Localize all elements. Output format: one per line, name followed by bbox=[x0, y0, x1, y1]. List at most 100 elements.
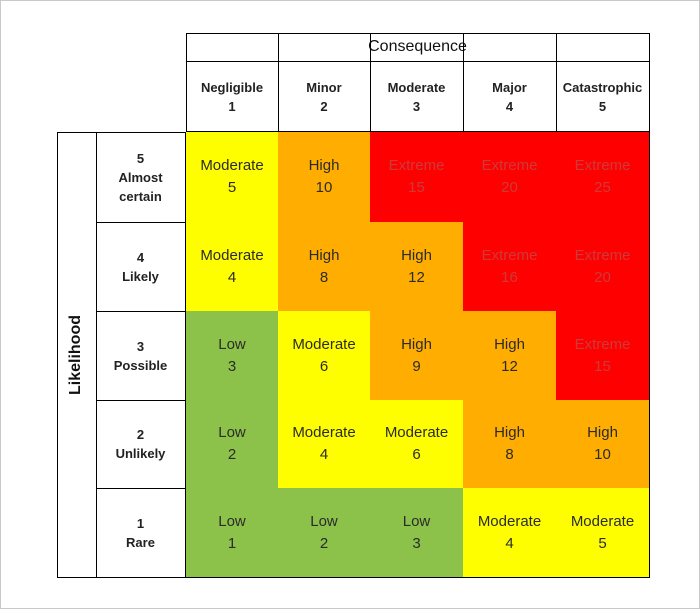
consequence-header-catastrophic: Catastrophic 5 bbox=[556, 62, 649, 131]
risk-rating-label: Moderate bbox=[292, 424, 356, 441]
risk-rating-label: Moderate bbox=[384, 424, 449, 441]
risk-score-label: 2 bbox=[319, 534, 329, 552]
row-header-separator bbox=[96, 488, 186, 489]
risk-rating-label: Moderate bbox=[570, 512, 635, 530]
likelihood-name: Unlikely bbox=[115, 446, 166, 461]
consequence-score: 5 bbox=[598, 98, 607, 114]
risk-score-label: 3 bbox=[227, 357, 237, 375]
risk-rating-label: Extreme bbox=[481, 246, 538, 264]
risk-rating-label: Low bbox=[218, 512, 246, 530]
risk-cell-low: Low 3 bbox=[370, 488, 463, 577]
risk-cell-high: High 12 bbox=[370, 222, 463, 311]
risk-rating-label: High bbox=[494, 424, 525, 441]
likelihood-score: 2 bbox=[136, 427, 145, 442]
consequence-header-negligible: Negligible 1 bbox=[186, 62, 278, 131]
header-vertical-line bbox=[186, 33, 187, 132]
risk-score-label: 5 bbox=[227, 179, 237, 196]
likelihood-left-border bbox=[57, 132, 58, 578]
consequence-score: 2 bbox=[320, 98, 328, 114]
consequence-title-bottom-border bbox=[186, 61, 649, 62]
risk-cell-moderate: Moderate 4 bbox=[278, 400, 370, 488]
risk-cell-low: Low 3 bbox=[186, 311, 278, 400]
risk-score-label: 4 bbox=[505, 534, 514, 552]
likelihood-name: Likely bbox=[122, 268, 159, 284]
header-bottom-border bbox=[186, 131, 649, 132]
table-right-border bbox=[649, 132, 650, 578]
likelihood-score: 1 bbox=[136, 515, 145, 531]
row-header-separator bbox=[96, 311, 186, 312]
risk-rating-label: Low bbox=[310, 512, 338, 530]
risk-score-label: 15 bbox=[408, 179, 425, 196]
consequence-score: 1 bbox=[228, 98, 236, 114]
risk-cell-high: High 8 bbox=[278, 222, 370, 311]
risk-cell-moderate: Moderate 5 bbox=[556, 488, 649, 577]
risk-cell-moderate: Moderate 6 bbox=[278, 311, 370, 400]
risk-rating-label: Moderate bbox=[200, 246, 264, 264]
risk-cell-extreme: Extreme 16 bbox=[463, 222, 556, 311]
likelihood-name: certain bbox=[119, 188, 162, 204]
risk-rating-label: High bbox=[308, 157, 340, 174]
rows-top-border bbox=[57, 132, 186, 133]
consequence-score: 3 bbox=[412, 98, 421, 114]
risk-cell-high: High 9 bbox=[370, 311, 463, 400]
likelihood-title-right-border bbox=[96, 132, 97, 578]
risk-rating-label: Extreme bbox=[388, 157, 445, 174]
risk-score-label: 12 bbox=[501, 357, 518, 375]
risk-cell-moderate: Moderate 5 bbox=[186, 132, 278, 222]
risk-cell-high: High 10 bbox=[278, 132, 370, 222]
risk-score-label: 4 bbox=[319, 446, 329, 463]
likelihood-header-unlikely: 2 Unlikely bbox=[96, 400, 185, 488]
header-vertical-line bbox=[556, 33, 557, 132]
consequence-score: 4 bbox=[505, 98, 514, 114]
risk-rating-label: High bbox=[587, 424, 618, 441]
risk-score-label: 6 bbox=[319, 357, 329, 375]
risk-rating-label: Extreme bbox=[481, 157, 538, 174]
risk-rating-label: Low bbox=[218, 424, 246, 441]
likelihood-header-likely: 4 Likely bbox=[96, 222, 185, 311]
risk-cell-extreme: Extreme 20 bbox=[463, 132, 556, 222]
likelihood-name: Possible bbox=[113, 357, 168, 373]
likelihood-axis-title-box: Likelihood bbox=[57, 132, 95, 577]
risk-score-label: 25 bbox=[594, 179, 611, 196]
risk-score-label: 10 bbox=[315, 179, 333, 196]
likelihood-header-rare: 1 Rare bbox=[96, 488, 185, 577]
risk-score-label: 10 bbox=[594, 446, 611, 463]
risk-cell-high: High 10 bbox=[556, 400, 649, 488]
risk-score-label: 15 bbox=[594, 357, 611, 375]
risk-score-label: 9 bbox=[412, 357, 421, 375]
risk-cell-moderate: Moderate 6 bbox=[370, 400, 463, 488]
risk-cell-low: Low 1 bbox=[186, 488, 278, 577]
risk-rating-label: Extreme bbox=[574, 157, 631, 174]
risk-cell-low: Low 2 bbox=[278, 488, 370, 577]
likelihood-score: 4 bbox=[136, 249, 145, 265]
header-vertical-line bbox=[463, 33, 464, 132]
risk-score-label: 20 bbox=[501, 179, 518, 196]
row-header-separator bbox=[96, 222, 186, 223]
row-header-right-border bbox=[185, 132, 186, 578]
risk-score-label: 16 bbox=[501, 268, 518, 286]
consequence-axis-title: Consequence bbox=[368, 38, 467, 55]
consequence-header-moderate: Moderate 3 bbox=[370, 62, 463, 131]
risk-cell-moderate: Moderate 4 bbox=[186, 222, 278, 311]
likelihood-score: 3 bbox=[136, 338, 145, 354]
risk-cell-extreme: Extreme 15 bbox=[370, 132, 463, 222]
risk-rating-label: High bbox=[494, 335, 525, 353]
risk-score-label: 8 bbox=[319, 268, 329, 286]
consequence-name: Negligible bbox=[200, 79, 264, 95]
header-vertical-line bbox=[370, 33, 371, 132]
consequence-name: Catastrophic bbox=[562, 79, 643, 95]
likelihood-name: Almost bbox=[118, 169, 163, 185]
risk-score-label: 4 bbox=[227, 268, 237, 286]
consequence-name: Minor bbox=[306, 79, 342, 95]
risk-score-label: 8 bbox=[505, 446, 514, 463]
consequence-header-minor: Minor 2 bbox=[278, 62, 370, 131]
risk-cell-extreme: Extreme 20 bbox=[556, 222, 649, 311]
risk-rating-label: High bbox=[401, 246, 432, 264]
risk-rating-label: Extreme bbox=[574, 246, 631, 264]
risk-score-label: 6 bbox=[412, 446, 421, 463]
likelihood-axis-title: Likelihood bbox=[67, 314, 84, 395]
consequence-header-major: Major 4 bbox=[463, 62, 556, 131]
likelihood-header-possible: 3 Possible bbox=[96, 311, 185, 400]
risk-rating-label: Extreme bbox=[574, 335, 631, 353]
risk-score-label: 12 bbox=[408, 268, 425, 286]
